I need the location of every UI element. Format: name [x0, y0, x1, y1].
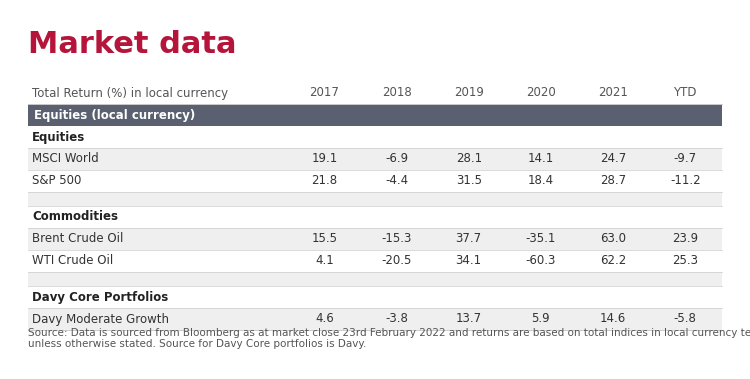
Text: -15.3: -15.3 — [381, 232, 412, 246]
Text: 18.4: 18.4 — [528, 174, 554, 188]
Bar — [28, 228, 722, 250]
Bar — [28, 126, 722, 148]
Text: 21.8: 21.8 — [311, 174, 338, 188]
Bar — [28, 308, 722, 330]
Text: 19.1: 19.1 — [311, 152, 338, 166]
Text: 28.7: 28.7 — [600, 174, 626, 188]
Text: 2018: 2018 — [382, 86, 412, 100]
Text: S&P 500: S&P 500 — [32, 174, 81, 188]
Text: YTD: YTD — [674, 86, 697, 100]
Bar — [28, 104, 722, 126]
Text: Equities: Equities — [32, 130, 86, 144]
Text: 2021: 2021 — [598, 86, 628, 100]
Text: -5.8: -5.8 — [674, 313, 697, 326]
Text: Equities (local currency): Equities (local currency) — [34, 108, 195, 122]
Text: MSCI World: MSCI World — [32, 152, 99, 166]
Text: Davy Moderate Growth: Davy Moderate Growth — [32, 313, 169, 326]
Bar — [28, 148, 722, 170]
Text: 4.6: 4.6 — [315, 313, 334, 326]
Text: Source: Data is sourced from Bloomberg as at market close 23rd February 2022 and: Source: Data is sourced from Bloomberg a… — [28, 328, 750, 338]
Text: -11.2: -11.2 — [670, 174, 700, 188]
Text: 5.9: 5.9 — [532, 313, 550, 326]
Text: 2020: 2020 — [526, 86, 556, 100]
Text: 15.5: 15.5 — [311, 232, 338, 246]
Text: 63.0: 63.0 — [600, 232, 626, 246]
Text: -20.5: -20.5 — [381, 255, 412, 268]
Text: Total Return (%) in local currency: Total Return (%) in local currency — [32, 86, 228, 100]
Text: -60.3: -60.3 — [526, 255, 556, 268]
Text: 14.1: 14.1 — [528, 152, 554, 166]
Text: -4.4: -4.4 — [385, 174, 408, 188]
Text: -3.8: -3.8 — [385, 313, 408, 326]
Text: 24.7: 24.7 — [600, 152, 626, 166]
Bar — [28, 206, 722, 228]
Text: 31.5: 31.5 — [456, 174, 482, 188]
Text: unless otherwise stated. Source for Davy Core portfolios is Davy.: unless otherwise stated. Source for Davy… — [28, 339, 366, 349]
Text: Davy Core Portfolios: Davy Core Portfolios — [32, 290, 168, 304]
Text: -9.7: -9.7 — [674, 152, 697, 166]
Text: 2017: 2017 — [310, 86, 339, 100]
Text: 4.1: 4.1 — [315, 255, 334, 268]
Text: 2019: 2019 — [454, 86, 484, 100]
Text: Brent Crude Oil: Brent Crude Oil — [32, 232, 123, 246]
Text: -6.9: -6.9 — [385, 152, 408, 166]
Text: 13.7: 13.7 — [456, 313, 482, 326]
Text: 28.1: 28.1 — [456, 152, 482, 166]
Bar — [28, 192, 722, 206]
Text: 34.1: 34.1 — [456, 255, 482, 268]
Bar — [28, 272, 722, 286]
Text: 14.6: 14.6 — [600, 313, 626, 326]
Bar — [28, 286, 722, 308]
Text: 25.3: 25.3 — [672, 255, 698, 268]
Text: -35.1: -35.1 — [526, 232, 556, 246]
Bar — [28, 250, 722, 272]
Text: 23.9: 23.9 — [672, 232, 698, 246]
Bar — [28, 82, 722, 104]
Text: Commodities: Commodities — [32, 210, 118, 224]
Text: 62.2: 62.2 — [600, 255, 626, 268]
Text: 37.7: 37.7 — [456, 232, 482, 246]
Bar — [28, 170, 722, 192]
Text: Market data: Market data — [28, 30, 236, 59]
Text: WTI Crude Oil: WTI Crude Oil — [32, 255, 113, 268]
